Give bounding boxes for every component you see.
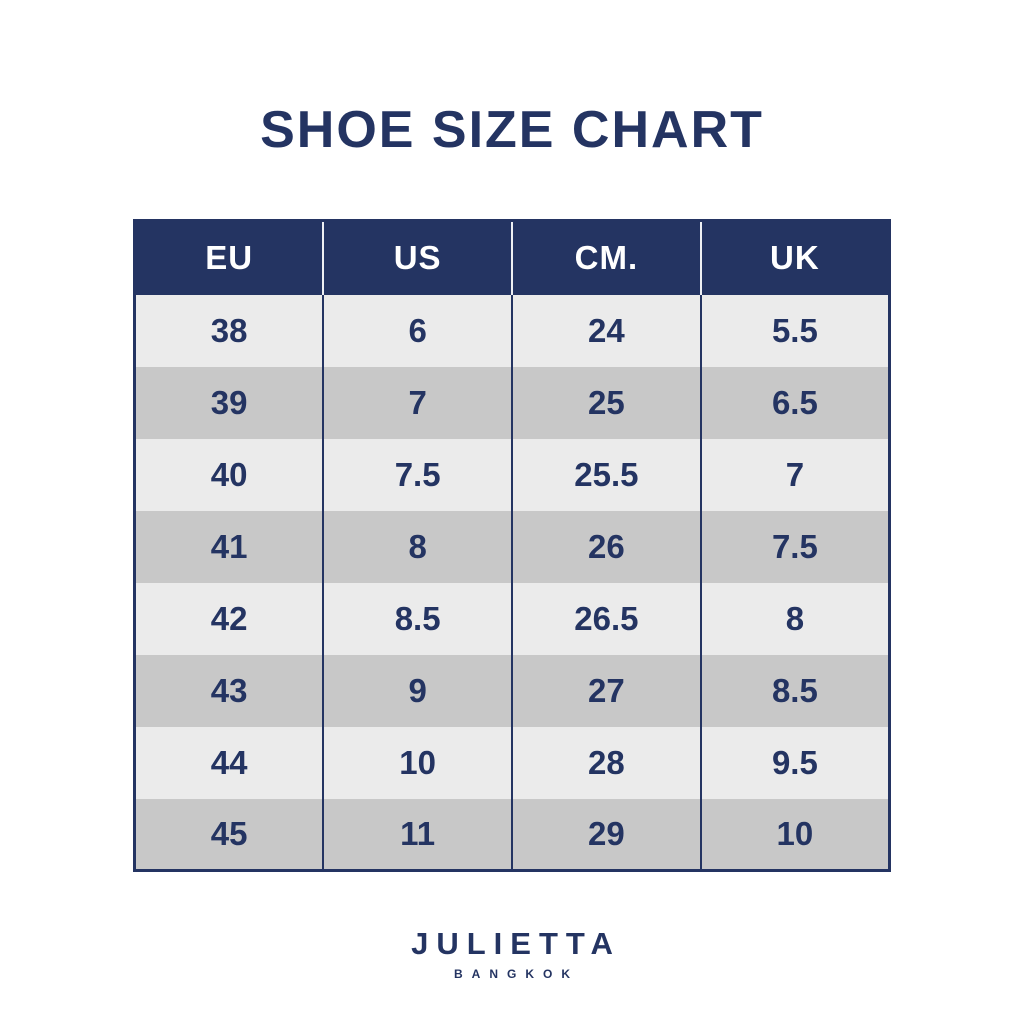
table-cell: 45 — [210, 814, 248, 852]
size-table-body: 38 6 24 5.5 39 7 25 6.5 40 7.5 25.5 7 41 8 26 7.5 42 8.5 2… — [134, 294, 890, 871]
table-cell: 39 — [210, 383, 248, 421]
brand-logo: JULIETTA BANGKOK — [0, 926, 1024, 981]
table-cell: 11 — [322, 798, 512, 871]
table-cell: 7.5 — [699, 510, 890, 583]
table-row: 42 8.5 26.5 8 — [134, 582, 890, 655]
column-header-eu: EU — [134, 220, 324, 295]
column-header-uk: UK — [699, 220, 890, 295]
header-row: EU US CM. UK — [134, 220, 890, 295]
table-cell: 26.5 — [511, 582, 701, 655]
table-row: 44 10 28 9.5 — [134, 726, 890, 799]
table-cell: 8.5 — [322, 582, 512, 655]
table-cell: 5.5 — [699, 294, 890, 367]
page-title: SHOE SIZE CHART — [260, 101, 764, 159]
table-row: 39 7 25 6.5 — [134, 366, 890, 439]
table-cell: 9.5 — [699, 726, 890, 799]
table-cell: 40 — [210, 455, 248, 493]
table-cell: 43 — [210, 671, 248, 709]
brand-name: JULIETTA — [411, 926, 621, 961]
size-table-header: EU US CM. UK — [134, 220, 890, 295]
table-cell: 38 — [210, 311, 248, 349]
brand-subtitle: BANGKOK — [454, 967, 579, 981]
table-cell: 29 — [511, 798, 701, 871]
table-cell: 10 — [322, 726, 512, 799]
table-cell: 8.5 — [699, 654, 890, 727]
table-cell: 26 — [511, 510, 701, 583]
table-cell: 25 — [511, 366, 701, 439]
table-cell: 7.5 — [322, 438, 512, 511]
table-row: 43 9 27 8.5 — [134, 654, 890, 727]
table-cell: 9 — [322, 654, 512, 727]
table-row: 45 11 29 10 — [134, 798, 890, 871]
table-cell: 27 — [511, 654, 701, 727]
table-cell: 25.5 — [511, 438, 701, 511]
table-cell: 8 — [322, 510, 512, 583]
table-cell: 7 — [699, 438, 890, 511]
table-cell: 6.5 — [699, 366, 890, 439]
table-row: 38 6 24 5.5 — [134, 294, 890, 367]
table-cell: 42 — [210, 599, 248, 637]
table-cell: 7 — [322, 366, 512, 439]
column-header-us: US — [322, 220, 512, 295]
table-row: 40 7.5 25.5 7 — [134, 438, 890, 511]
table-cell: 24 — [511, 294, 701, 367]
column-header-cm: CM. — [511, 220, 701, 295]
table-cell: 41 — [210, 527, 248, 565]
table-cell: 10 — [699, 798, 890, 871]
table-cell: 6 — [322, 294, 512, 367]
table-row: 41 8 26 7.5 — [134, 510, 890, 583]
table-cell: 44 — [210, 743, 248, 781]
table-cell: 28 — [511, 726, 701, 799]
table-cell: 8 — [699, 582, 890, 655]
size-chart-table: EU US CM. UK 38 6 24 5.5 39 7 25 6.5 40 7.5 25.5 7 4… — [133, 219, 891, 872]
